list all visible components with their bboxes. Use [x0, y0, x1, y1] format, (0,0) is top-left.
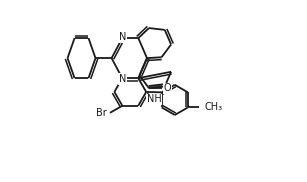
Text: N: N	[119, 32, 126, 42]
Text: CH₃: CH₃	[204, 102, 223, 112]
Text: N: N	[119, 74, 126, 84]
Text: NH: NH	[146, 94, 161, 104]
Text: O: O	[163, 83, 171, 93]
Text: Br: Br	[95, 108, 106, 118]
